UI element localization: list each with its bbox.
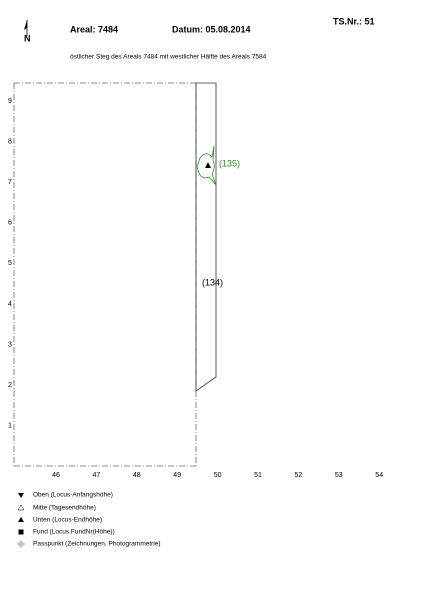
- x-label: 46: [52, 472, 60, 479]
- y-label: 8: [8, 138, 12, 145]
- feature-135: [196, 145, 217, 186]
- y-label: 5: [8, 260, 12, 267]
- x-label: 50: [214, 472, 222, 479]
- x-label: 48: [133, 472, 141, 479]
- north-label: N: [24, 33, 31, 43]
- datum: Datum: 05.08.2014: [172, 24, 251, 34]
- y-label: 4: [8, 301, 12, 308]
- subtitle: östlicher Steg des Areals 7484 mit westl…: [70, 54, 267, 61]
- feature-label: (135): [219, 158, 240, 168]
- x-label: 53: [335, 472, 343, 479]
- y-label: 2: [8, 382, 12, 389]
- y-label: 3: [8, 341, 12, 348]
- legend-label: Unten (Locus-Endhöhe): [33, 517, 102, 524]
- y-label: 6: [8, 220, 12, 227]
- north-arrow: [24, 20, 28, 36]
- locus-point: [205, 162, 211, 168]
- ts-nr: TS.Nr.: 51: [333, 16, 375, 26]
- legend-label: Passpunkt (Zeichnungen, Photogrammetrie): [33, 541, 161, 548]
- x-label: 51: [254, 472, 262, 479]
- x-label: 52: [295, 472, 303, 479]
- y-label: 9: [8, 98, 12, 105]
- feature-134: [195, 82, 217, 392]
- x-label: 54: [375, 472, 383, 479]
- y-label: 7: [8, 179, 12, 186]
- areal: Areal: 7484: [70, 24, 118, 34]
- grid-frame: [13, 82, 197, 467]
- y-label: 1: [8, 423, 12, 430]
- feature-label: (134): [202, 277, 223, 287]
- x-label: 49: [173, 472, 181, 479]
- legend-label: Mitte (Tagesendhöhe): [33, 505, 96, 512]
- legend-label: Oben (Locus-Anfangshöhe): [33, 492, 113, 499]
- x-label: 47: [93, 472, 101, 479]
- legend: Oben (Locus-Anfangshöhe) Mitte (Tagesend…: [17, 492, 161, 548]
- legend-label: Fund (Locus.FundNr(Höhe)): [33, 529, 115, 536]
